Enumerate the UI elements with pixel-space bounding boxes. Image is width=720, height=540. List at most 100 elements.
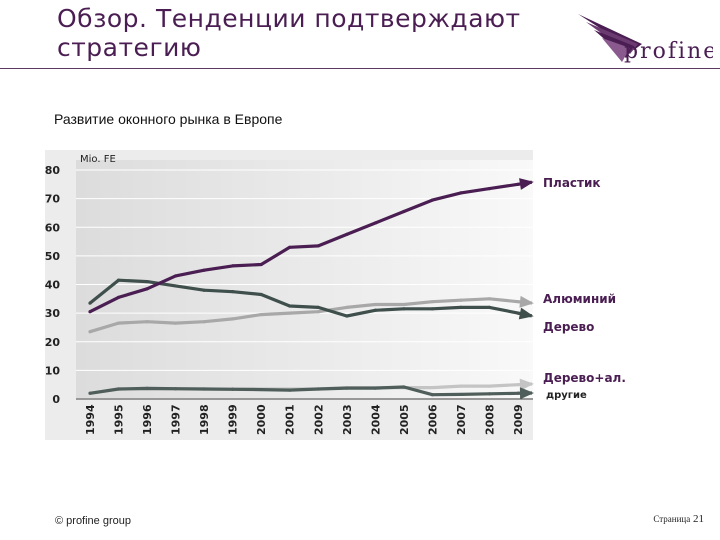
legend-label-aluminum: Алюминий (543, 292, 616, 306)
profine-wing-icon (578, 14, 642, 62)
data-point-woodal (459, 384, 463, 388)
x-tick-label: 1994 (84, 404, 97, 435)
data-point-wood (373, 308, 377, 312)
data-point-wood (202, 288, 206, 292)
data-point-wood (288, 304, 292, 308)
data-point-other (316, 387, 320, 391)
data-point-plastic (259, 262, 263, 267)
data-point-aluminum (430, 300, 434, 304)
data-point-aluminum (88, 330, 92, 334)
data-point-plastic (516, 182, 520, 186)
data-point-other (174, 387, 178, 391)
data-point-aluminum (459, 298, 463, 302)
data-point-wood (88, 301, 92, 305)
data-point-plastic (487, 187, 492, 191)
data-point-plastic (373, 221, 377, 225)
data-point-other (88, 391, 92, 395)
y-tick-label: 20 (45, 336, 61, 349)
data-point-wood (345, 314, 349, 318)
data-point-aluminum (116, 321, 121, 325)
x-tick-label: 2004 (369, 404, 382, 435)
data-point-aluminum (145, 320, 149, 324)
data-point-aluminum (202, 320, 206, 324)
page-label: Страница (653, 514, 691, 524)
data-point-other (402, 385, 406, 389)
legend-label-plastic: Пластик (543, 176, 601, 190)
data-point-other (345, 386, 349, 390)
data-point-wood (231, 290, 235, 294)
x-tick-label: 2009 (512, 404, 525, 435)
data-point-plastic (174, 274, 178, 278)
data-point-wood (516, 311, 520, 315)
unit-label: Mio. FE (80, 154, 116, 165)
data-point-plastic (288, 245, 292, 249)
data-point-wood (459, 305, 463, 309)
data-point-plastic (116, 295, 121, 299)
data-point-wood (487, 305, 492, 309)
data-point-woodal (516, 383, 520, 387)
y-tick-label: 0 (52, 393, 60, 406)
data-point-aluminum (288, 311, 292, 315)
x-tick-label: 1997 (170, 404, 183, 435)
data-point-plastic (88, 310, 92, 314)
data-point-other (516, 391, 520, 395)
data-point-plastic (316, 244, 320, 248)
data-point-wood (259, 292, 263, 297)
profine-logo: profine (578, 14, 713, 64)
data-point-other (202, 387, 206, 391)
data-point-other (145, 386, 149, 391)
x-tick-label: 2000 (255, 404, 268, 435)
series-line-aluminum (89, 297, 519, 334)
data-point-plastic (231, 264, 235, 268)
x-tick-label: 1999 (227, 404, 240, 435)
data-point-other (373, 386, 377, 390)
chart-subtitle: Развитие оконного рынка в Европе (54, 111, 283, 127)
data-point-wood (430, 307, 434, 311)
data-point-woodal (430, 385, 434, 390)
page-title: Обзор. Тенденции подтверждают стратегию (57, 4, 521, 62)
legend-label-other: другие (546, 390, 587, 401)
series-arrowhead-woodal (519, 378, 534, 391)
data-point-wood (402, 307, 406, 311)
data-point-other (116, 387, 121, 391)
logo-text: profine (624, 39, 713, 64)
y-tick-label: 60 (45, 221, 61, 234)
data-point-other (231, 387, 235, 391)
series-line-plastic (89, 182, 519, 314)
data-point-aluminum (316, 310, 320, 314)
legend-label-wood: Дерево (543, 320, 594, 334)
page-indicator: Страница 21 (653, 513, 704, 525)
data-point-other (487, 392, 492, 396)
data-point-wood (316, 305, 320, 309)
data-point-plastic (430, 198, 434, 202)
data-point-aluminum (174, 321, 178, 325)
header-divider (0, 68, 720, 69)
data-point-aluminum (402, 302, 406, 307)
series-arrowhead-other (519, 387, 534, 400)
x-tick-label: 1996 (141, 404, 154, 435)
data-point-wood (174, 284, 178, 288)
data-point-aluminum (516, 300, 520, 304)
x-tick-label: 1995 (113, 404, 126, 435)
data-point-plastic (459, 191, 463, 195)
x-tick-label: 2002 (312, 404, 325, 435)
x-tick-label: 2001 (284, 404, 297, 435)
data-point-other (430, 393, 434, 397)
y-tick-label: 70 (45, 193, 61, 206)
y-tick-label: 80 (45, 164, 61, 177)
y-tick-label: 50 (45, 250, 61, 263)
legend-label-woodal: Дерево+ал. (543, 371, 626, 385)
data-point-plastic (202, 268, 206, 272)
data-point-other (288, 388, 292, 392)
data-point-other (459, 392, 463, 397)
data-point-aluminum (345, 305, 349, 309)
data-point-aluminum (231, 317, 235, 321)
x-tick-label: 1998 (198, 404, 211, 435)
plot-area (76, 160, 533, 398)
data-point-plastic (402, 209, 406, 214)
series-arrowhead-aluminum (519, 295, 534, 308)
y-tick-label: 30 (45, 307, 61, 320)
series-line-other (89, 385, 519, 397)
data-point-plastic (145, 287, 149, 291)
